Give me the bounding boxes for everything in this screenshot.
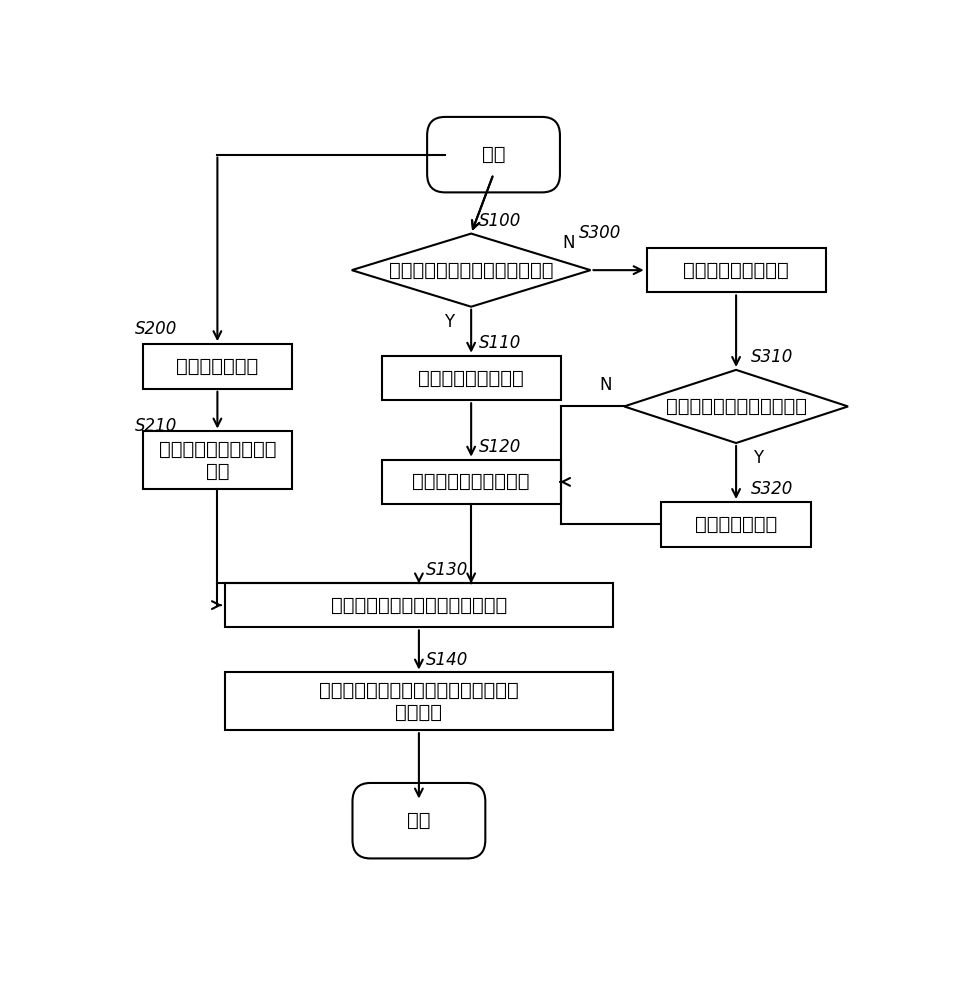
Text: N: N [599, 376, 612, 394]
FancyBboxPatch shape [381, 356, 560, 400]
Text: 向监控器发送蓄电池充电预警信号: 向监控器发送蓄电池充电预警信号 [330, 596, 508, 615]
Text: S310: S310 [751, 348, 794, 366]
Text: 监控蓄电池电压: 监控蓄电池电压 [176, 357, 258, 376]
Text: S210: S210 [136, 417, 178, 435]
Text: 发动机转速是否小于转速预设值: 发动机转速是否小于转速预设值 [389, 261, 554, 280]
FancyBboxPatch shape [225, 672, 613, 730]
FancyBboxPatch shape [143, 344, 292, 389]
FancyBboxPatch shape [143, 431, 292, 489]
Text: 第一计时器清零: 第一计时器清零 [695, 515, 777, 534]
Text: 监控器向信号接收终端发送蓄电池充电
提醒信息: 监控器向信号接收终端发送蓄电池充电 提醒信息 [319, 681, 519, 722]
Text: S140: S140 [427, 651, 469, 669]
Text: S100: S100 [479, 212, 521, 230]
Text: S320: S320 [751, 480, 794, 498]
FancyBboxPatch shape [225, 583, 613, 627]
FancyBboxPatch shape [428, 117, 560, 192]
Text: S300: S300 [580, 224, 622, 242]
FancyBboxPatch shape [352, 783, 485, 858]
Text: S110: S110 [479, 334, 521, 352]
Text: 开始: 开始 [482, 145, 506, 164]
Polygon shape [351, 234, 590, 307]
Text: 时长超过第一预设时长: 时长超过第一预设时长 [412, 472, 530, 491]
FancyBboxPatch shape [646, 248, 825, 292]
Text: 第一计时器开始计时: 第一计时器开始计时 [418, 368, 524, 387]
Text: Y: Y [753, 449, 764, 467]
Text: S200: S200 [136, 320, 178, 338]
FancyBboxPatch shape [662, 502, 811, 547]
Text: S130: S130 [427, 561, 469, 579]
Text: 蓄电池电压小于电压预
设值: 蓄电池电压小于电压预 设值 [159, 440, 276, 481]
FancyBboxPatch shape [381, 460, 560, 504]
Text: 结束: 结束 [407, 811, 430, 830]
Text: N: N [562, 234, 574, 252]
Text: 第二计时器开始计时: 第二计时器开始计时 [683, 261, 789, 280]
Text: Y: Y [444, 313, 454, 331]
Text: S120: S120 [479, 438, 521, 456]
Polygon shape [624, 370, 848, 443]
Text: 时长是否大于第二预设时长: 时长是否大于第二预设时长 [665, 397, 807, 416]
